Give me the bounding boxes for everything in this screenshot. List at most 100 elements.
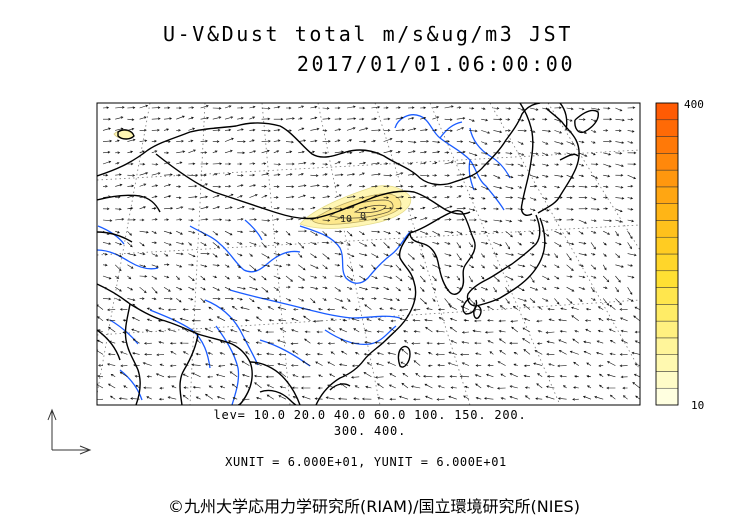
wind-vector: [127, 118, 135, 121]
wind-vector: [444, 286, 450, 292]
wind-vector: [354, 385, 360, 389]
wind-vector: [261, 117, 271, 121]
wind-vector: [464, 385, 470, 389]
wind-vector: [285, 298, 292, 302]
wind-vector: [200, 104, 209, 109]
wind-vector: [224, 242, 230, 245]
wind-vector: [566, 218, 575, 222]
wind-vector: [224, 206, 233, 210]
wind-vector: [334, 194, 342, 198]
wind-vector: [395, 230, 401, 235]
wind-vector: [237, 264, 241, 269]
wind-vector: [261, 172, 270, 176]
wind-vector: [511, 326, 518, 333]
wind-vector: [139, 116, 147, 120]
wind-vector: [253, 374, 262, 378]
wind-vector: [481, 241, 489, 245]
wind-vector: [639, 253, 640, 254]
wind-vector: [517, 242, 522, 246]
wind-vector: [359, 140, 367, 144]
wind-vector: [310, 105, 318, 109]
wind-vector: [346, 286, 353, 290]
wind-vector: [298, 229, 308, 233]
wind-vector: [346, 117, 357, 121]
wind-vector: [285, 242, 293, 246]
wind-vector: [339, 383, 348, 389]
wind-vector: [529, 184, 538, 188]
wind-vector: [200, 195, 209, 199]
wind-vector: [633, 373, 640, 378]
wind-vector: [383, 286, 390, 290]
wind-vector: [590, 230, 597, 234]
wind-vector: [229, 317, 238, 322]
wind-vector: [216, 396, 226, 400]
wind-vector: [578, 219, 587, 224]
wind-vector: [273, 173, 281, 177]
wind-vector: [371, 242, 376, 247]
wind-vector: [212, 253, 218, 258]
wind-vector: [505, 129, 511, 132]
wind-vector: [603, 207, 609, 211]
wind-vector: [224, 185, 232, 188]
wind-vector: [224, 230, 233, 236]
wind-vector: [493, 219, 503, 223]
wind-vector: [386, 342, 396, 345]
wind-vector: [366, 362, 372, 366]
wind-vector: [493, 242, 503, 247]
wind-vector: [517, 253, 525, 257]
wind-vector: [188, 207, 195, 211]
wind-vector: [224, 128, 232, 132]
wind-vector: [371, 218, 378, 221]
wind-vector: [622, 386, 628, 390]
wind-vector: [420, 174, 430, 178]
wind-vector: [273, 163, 281, 166]
wind-vector: [472, 329, 482, 333]
colorbar-swatch: [655, 253, 679, 272]
wind-vector: [371, 194, 378, 198]
graticule: [97, 103, 640, 405]
wind-vector: [139, 206, 146, 210]
wind-vector: [273, 196, 279, 199]
wind-vector: [115, 162, 120, 165]
wind-vector: [354, 352, 360, 355]
wind-vector: [103, 117, 112, 121]
wind-vector: [438, 317, 445, 322]
wind-vector: [599, 373, 604, 378]
wind-vector: [505, 219, 513, 223]
wind-vector: [432, 264, 441, 269]
wind-vector: [171, 318, 177, 322]
wind-vector: [432, 275, 437, 282]
wind-vector: [237, 195, 243, 198]
wind-vector: [407, 117, 415, 120]
wind-vector: [179, 317, 189, 322]
wind-vector: [285, 173, 293, 176]
wind-vector: [249, 264, 257, 272]
wind-vector: [493, 275, 500, 282]
wind-vector: [237, 128, 244, 131]
wind-vector: [292, 396, 299, 400]
wind-vector: [413, 330, 421, 333]
wind-vector: [188, 116, 194, 120]
wind-vector: [606, 373, 616, 378]
wind-vector: [291, 386, 299, 390]
colorbar-outline: [655, 102, 679, 406]
wind-vector: [340, 338, 348, 344]
wind-vector: [183, 386, 189, 390]
colorbar-swatch: [655, 337, 679, 355]
wind-vector: [505, 298, 510, 304]
wind-vector: [175, 275, 180, 281]
wind-vector: [188, 184, 198, 188]
wind-vector: [334, 230, 343, 233]
wind-vector: [317, 386, 323, 390]
wind-vector: [596, 340, 604, 344]
wind-vector: [634, 363, 640, 366]
wind-vector: [371, 286, 380, 290]
wind-vector: [188, 253, 196, 258]
wind-vector: [578, 253, 588, 257]
wind-vector: [444, 105, 454, 109]
wind-vector: [188, 263, 195, 267]
wind-vector: [371, 117, 378, 121]
wind-vector: [554, 130, 563, 134]
wind-vector: [420, 206, 426, 210]
wind-vector: [151, 264, 159, 268]
